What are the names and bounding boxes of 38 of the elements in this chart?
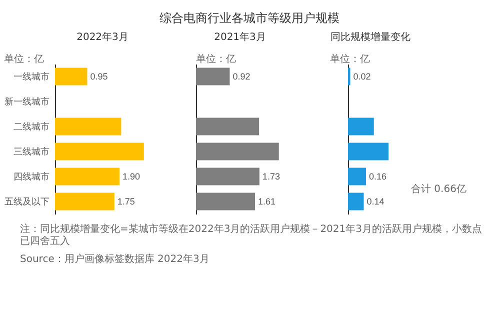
data-label: 0.16: [369, 172, 387, 182]
bar: [348, 142, 388, 160]
annotation: 单位：亿: [330, 52, 370, 66]
bar: [55, 142, 144, 160]
y-tick-label: 三线城市: [14, 146, 50, 158]
bar: [55, 118, 122, 136]
data-label: 1.90: [122, 172, 140, 182]
bar: [196, 68, 230, 86]
bar: [348, 168, 366, 186]
y-tick-label: 新一线城市: [4, 96, 50, 108]
y-tick-label: 二线城市: [14, 122, 50, 132]
data-label: 0.02: [353, 72, 371, 82]
bar: [348, 192, 364, 210]
source-note: Source：用户画像标签数据库 2022年3月: [20, 254, 210, 266]
data-label: 0.95: [90, 72, 108, 82]
bar: [348, 118, 374, 136]
text: 综合电商行业各城市等级用户规模: [158, 10, 340, 26]
bar: [55, 168, 120, 186]
y-tick-label: 一线城市: [14, 72, 50, 82]
text: 合计 0.66亿: [411, 182, 466, 196]
bar: [196, 142, 279, 160]
data-label: 0.92: [232, 72, 250, 82]
bar: [55, 192, 114, 210]
data-label: 0.14: [366, 196, 384, 206]
bar: [196, 192, 256, 210]
data-label: 1.75: [117, 196, 135, 206]
text: 单位：亿: [4, 52, 44, 66]
bar: [196, 118, 260, 136]
chart-subtitle: 2021年3月: [214, 31, 266, 43]
annotation: 单位：亿: [196, 52, 236, 66]
chart-subtitle: 2022年3月: [76, 31, 128, 43]
y-tick-label: 四线城市: [14, 172, 50, 182]
data-label: 1.61: [258, 196, 276, 206]
data-label: 1.73: [262, 172, 280, 182]
bar: [196, 168, 260, 186]
bar: [55, 68, 88, 86]
text: 注：同比规模增量变化=某城市等级在2022年3月的活跃用户规模－2021年3月的活跃用户规模，小数点已四舍五入: [20, 224, 484, 248]
y-tick-label: 五线及以下: [4, 196, 50, 208]
